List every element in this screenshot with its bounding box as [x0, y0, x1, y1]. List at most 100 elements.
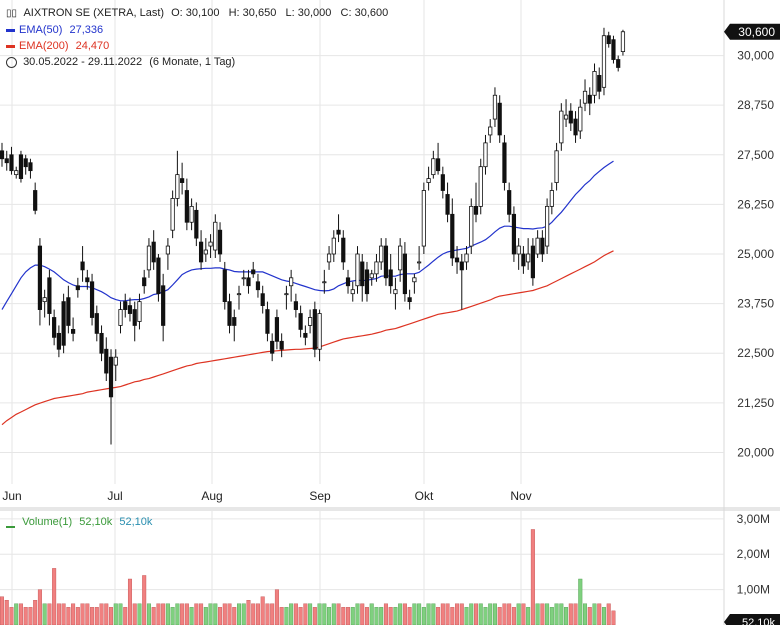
candle-body [47, 277, 52, 314]
volume-bar [379, 607, 384, 626]
volume-bar [161, 603, 166, 626]
volume-bar [312, 607, 317, 626]
volume-tick-label: 1,00M [737, 583, 770, 597]
volume-bar [464, 607, 469, 626]
volume-bar [450, 607, 455, 626]
candle-body [104, 348, 109, 374]
candle-body [4, 158, 9, 164]
candle-body [440, 174, 445, 191]
x-tick-label: Jul [107, 489, 122, 503]
volume-bar [583, 603, 588, 626]
volume-bar [601, 607, 606, 626]
volume-bar [104, 603, 109, 626]
ohlc-readout: O: 30,100 H: 30,650 L: 30,000 C: 30,600 [171, 7, 389, 19]
candle-body [445, 194, 450, 215]
candle-body [189, 205, 194, 223]
candle-body [246, 277, 251, 287]
candle-body [331, 237, 336, 255]
volume-bar [85, 603, 90, 626]
volume-bar [511, 607, 516, 626]
y-tick-label: 30,000 [737, 49, 774, 63]
candle-body [56, 332, 61, 350]
volume-bar [407, 607, 412, 626]
range-detail: (6 Monate, 1 Tag) [149, 56, 236, 68]
volume-bar [355, 603, 360, 626]
candle-body [620, 31, 626, 52]
volume-bar [199, 603, 204, 626]
candle-body [336, 229, 341, 235]
last-volume-label: 52,10k [742, 617, 776, 625]
volume-bar [436, 607, 441, 626]
volume-bar [227, 603, 232, 626]
volume-bar [4, 600, 9, 626]
volume-bar [123, 607, 128, 626]
ema50-value: 27,336 [69, 24, 104, 36]
candle-body [37, 245, 43, 310]
candle-body [165, 245, 170, 255]
volume-bar [246, 600, 251, 626]
legend-ema50: EMA(50) 27,336 [6, 22, 392, 38]
volume-bar [146, 603, 151, 626]
candle-body [42, 297, 47, 303]
volume-bar [455, 603, 460, 626]
instrument-title: AIXTRON SE (XETRA, Last) [23, 7, 165, 19]
ema200-swatch [6, 44, 15, 48]
candle-body [545, 205, 550, 247]
ema200-line [1, 250, 614, 426]
volume-value-down: 52,10k [119, 516, 153, 528]
candle-body [322, 281, 327, 284]
candle-body [540, 237, 545, 255]
candle-body [137, 301, 142, 322]
candle-body [478, 166, 483, 207]
volume-bar [208, 603, 213, 626]
volume-bar [260, 596, 265, 626]
volume-bar [426, 603, 431, 626]
candle-body [431, 158, 436, 176]
candle-body [379, 245, 384, 263]
candle-body [526, 253, 531, 263]
candle-body [464, 253, 469, 263]
volume-bar [71, 603, 76, 626]
ema200-label: EMA(200) [19, 40, 69, 52]
candle-body [274, 317, 280, 342]
candle-body [14, 170, 19, 176]
date-range: 30.05.2022 - 29.11.2022 [23, 56, 143, 68]
candle-body [611, 39, 616, 60]
candle-body [127, 305, 133, 314]
candle-body [426, 178, 431, 183]
candle-body [217, 229, 223, 255]
candle-body [407, 297, 412, 303]
volume-bar [341, 607, 346, 626]
candle-body [559, 110, 564, 144]
volume-bar [478, 603, 483, 626]
volume-bar [274, 589, 279, 626]
volume-bar [308, 603, 313, 626]
y-tick-label: 23,750 [737, 297, 774, 311]
ema50-line [1, 160, 614, 310]
volume-bar [417, 603, 422, 626]
candle-body [312, 309, 317, 350]
candle-body [236, 293, 242, 296]
candle-body [601, 35, 607, 88]
volume-bar [194, 603, 199, 626]
volume-bar [440, 603, 445, 626]
volume-bar [170, 607, 175, 626]
candle-body [222, 269, 227, 303]
volume-bar [289, 603, 294, 626]
volume-bar [132, 603, 137, 626]
candle-body [502, 142, 507, 183]
volume-bar [293, 603, 298, 626]
candle-body [80, 261, 85, 271]
volume-bar [526, 607, 531, 626]
volume-bar [94, 607, 99, 626]
volume-bar [374, 607, 379, 626]
candle-body [66, 297, 71, 326]
volume-value-up: 52,10k [79, 516, 113, 528]
candle-body [18, 154, 24, 179]
candle-body [241, 277, 246, 280]
candle-body [341, 237, 346, 263]
volume-bar [383, 603, 388, 626]
candle-body [417, 261, 422, 264]
candle-body [473, 205, 479, 215]
volume-bar [270, 603, 275, 626]
